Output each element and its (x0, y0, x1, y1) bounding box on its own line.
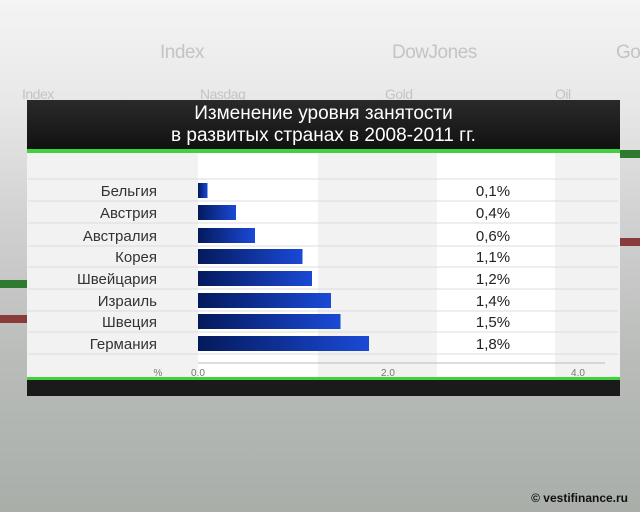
value-label: 1,5% (476, 314, 510, 331)
bg-text: Index (160, 42, 204, 63)
value-label: 0,6% (476, 228, 510, 245)
category-label: Израиль (98, 293, 157, 310)
bar (198, 228, 255, 243)
bg-text: Oil (555, 86, 571, 102)
accent-line (27, 377, 620, 380)
x-tick-label: 4.0 (571, 368, 585, 379)
category-label: Бельгия (101, 183, 157, 200)
category-label: Германия (90, 336, 157, 353)
accent-line (27, 149, 620, 153)
bg-stripe (0, 315, 27, 323)
value-label: 1,4% (476, 293, 510, 310)
bar (198, 336, 369, 351)
category-label: Австралия (83, 228, 157, 245)
bar (198, 314, 341, 329)
copyright: © vestifinance.ru (531, 491, 628, 505)
title-line-1: Изменение уровня занятости (194, 103, 453, 124)
bar (198, 271, 312, 286)
bg-stripe (0, 280, 27, 288)
value-label: 1,8% (476, 336, 510, 353)
bg-text: Go (616, 42, 640, 63)
panel-footer (27, 380, 620, 396)
category-label: Швейцария (77, 271, 157, 288)
bg-text: Index (22, 86, 54, 102)
chart-title: Изменение уровня занятости в развитых ст… (27, 100, 620, 149)
x-tick-label: 2.0 (381, 368, 395, 379)
value-label: 0,4% (476, 205, 510, 222)
bg-text: Nasdaq (200, 86, 246, 102)
plot-band (437, 153, 555, 377)
bg-text: Gold (385, 86, 413, 102)
value-label: 0,1% (476, 183, 510, 200)
x-axis-label: % (154, 368, 163, 379)
bar (198, 205, 236, 220)
bar (198, 183, 208, 198)
bg-text: DowJones (392, 42, 477, 63)
category-label: Швеция (102, 314, 157, 331)
value-label: 1,1% (476, 249, 510, 266)
bar (198, 293, 331, 308)
x-tick-label: 0.0 (191, 368, 205, 379)
value-label: 1,2% (476, 271, 510, 288)
bg-stripe (620, 238, 640, 246)
title-line-2: в развитых странах в 2008-2011 гг. (171, 125, 476, 146)
category-label: Австрия (100, 205, 157, 222)
bg-stripe (620, 150, 640, 158)
category-label: Корея (115, 249, 157, 266)
bar (198, 249, 303, 264)
